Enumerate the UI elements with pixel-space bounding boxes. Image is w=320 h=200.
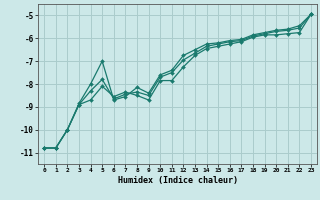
X-axis label: Humidex (Indice chaleur): Humidex (Indice chaleur) — [118, 176, 238, 185]
